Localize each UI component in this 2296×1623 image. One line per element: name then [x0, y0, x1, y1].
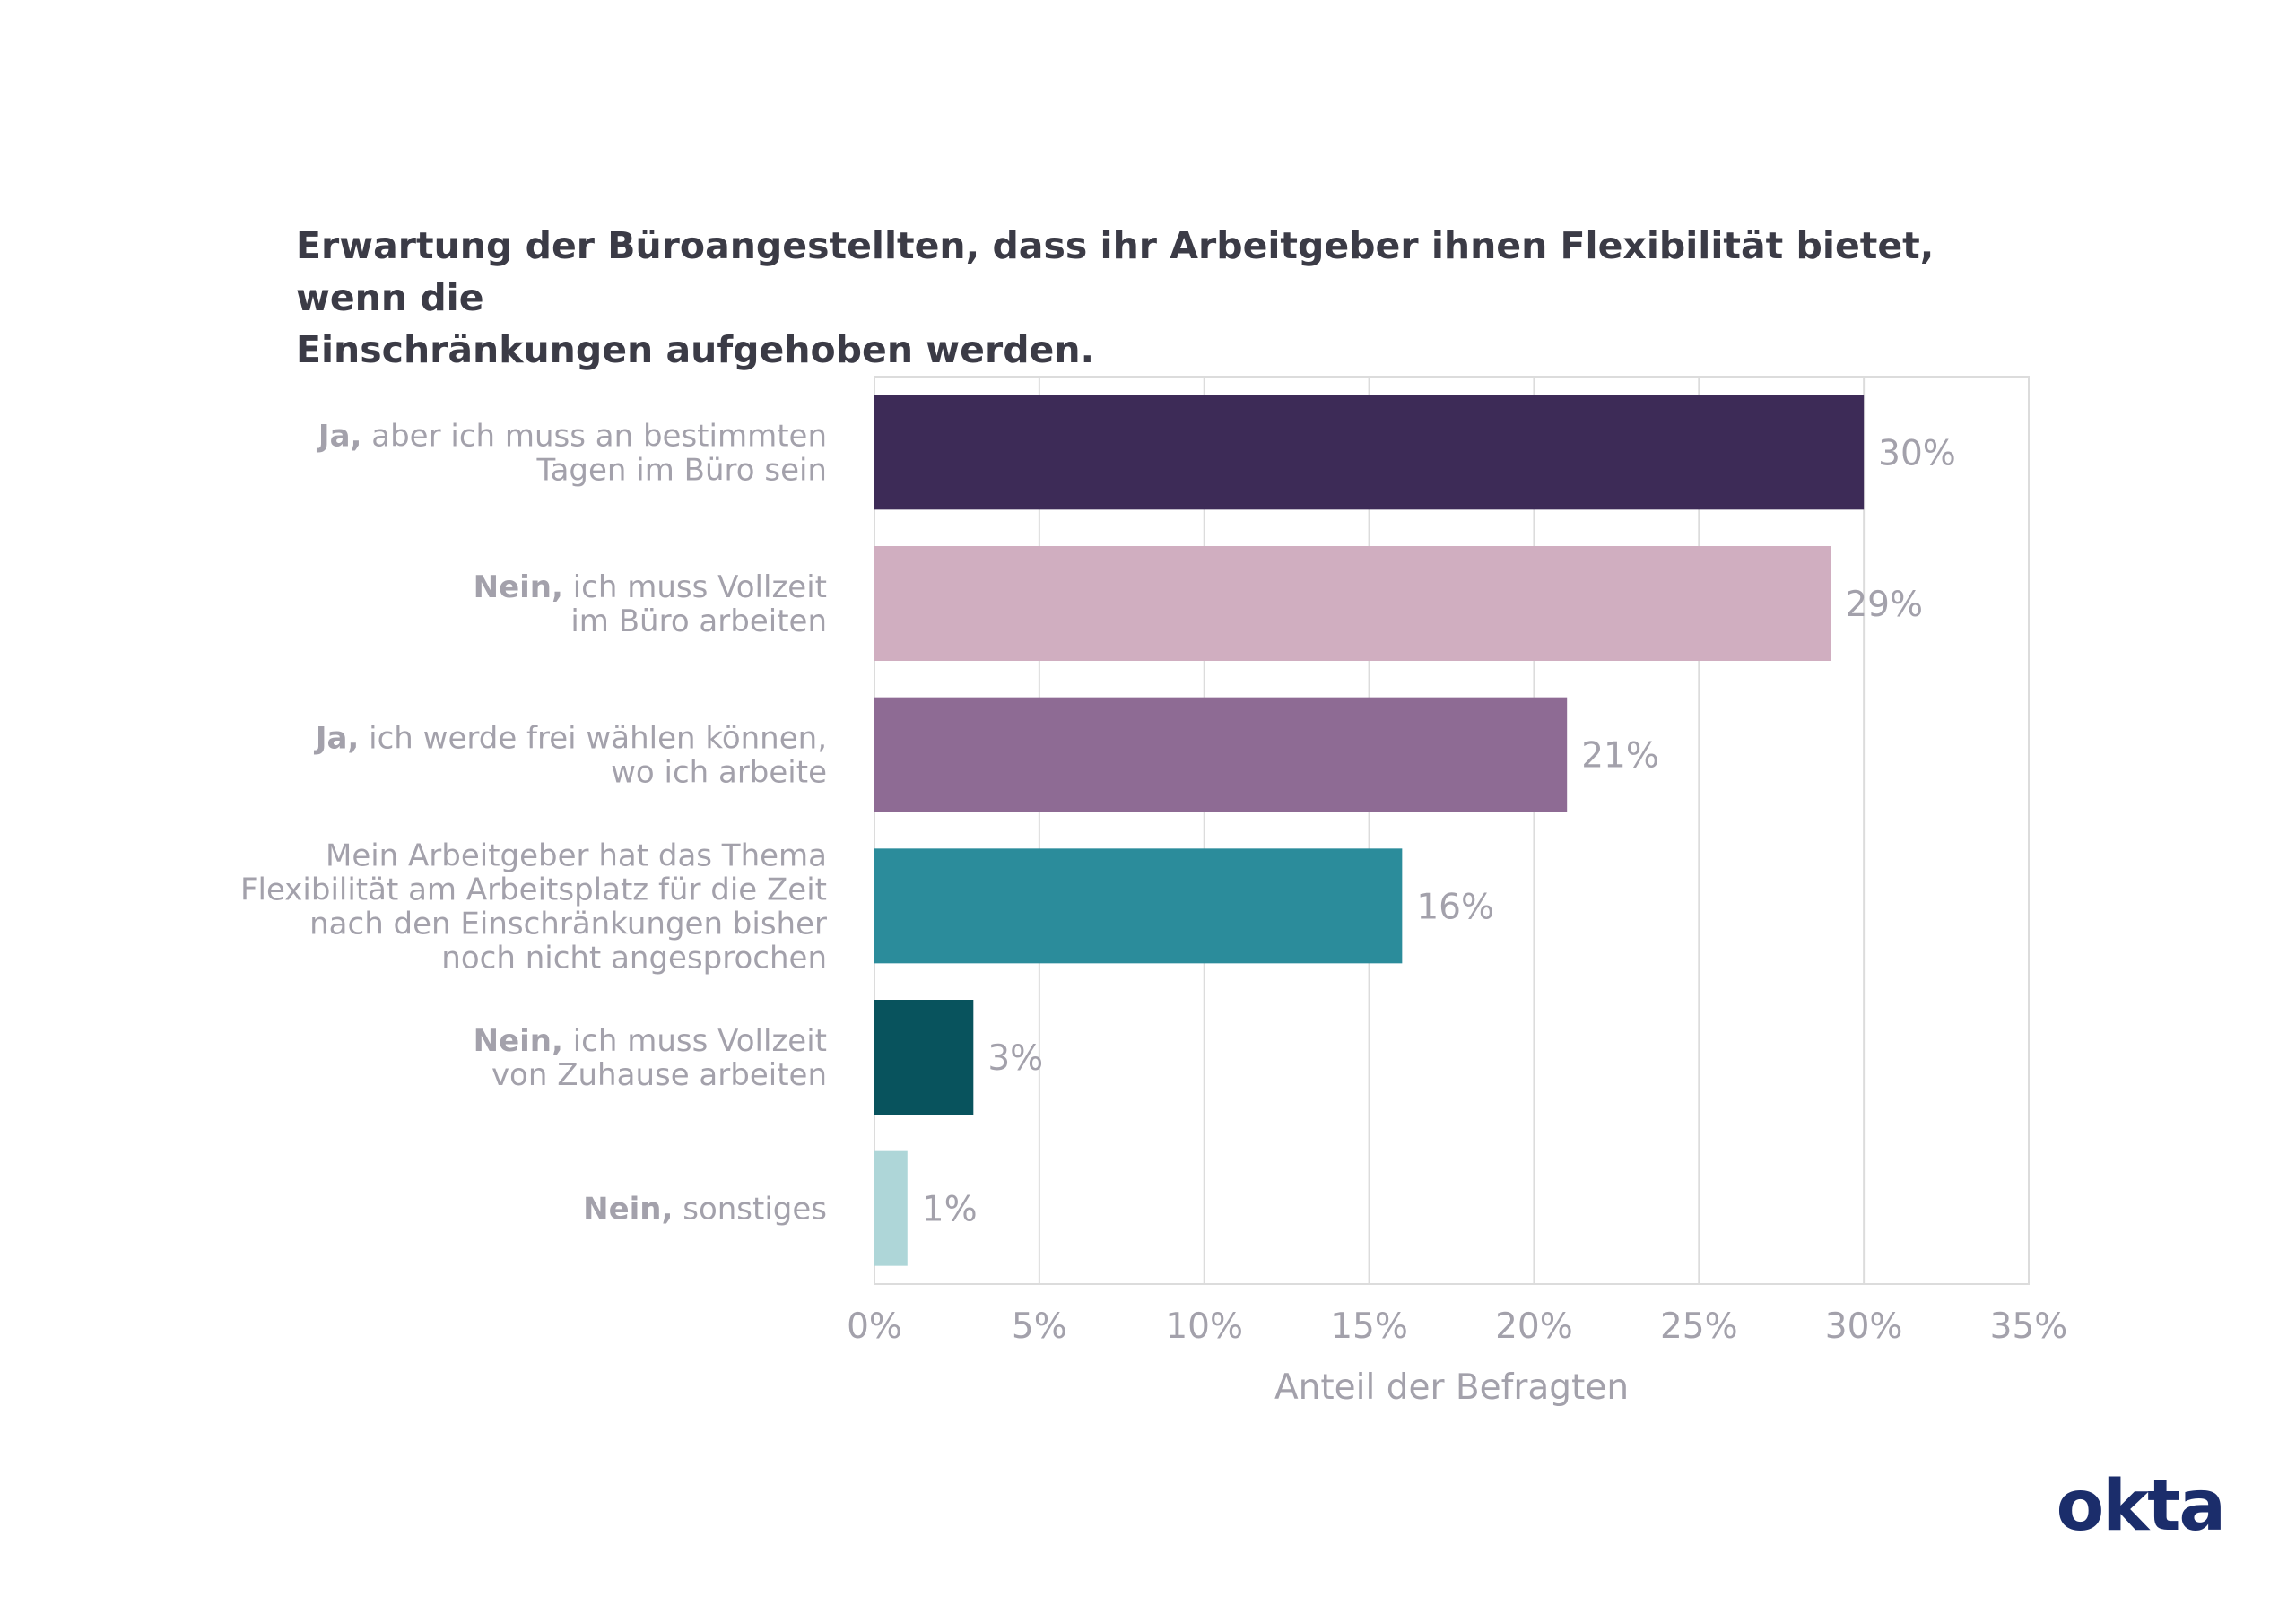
category-label-text: Flexibilität am Arbeitsplatz für die Zei…	[240, 872, 827, 907]
category-label: Mein Arbeitgeber hat das Thema	[326, 838, 827, 873]
category-label-text: von Zuhause arbeiten	[491, 1057, 827, 1093]
chart-title: Erwartung der Büroangestellten, dass ihr…	[296, 220, 2045, 376]
category-label: Nein, ich muss Vollzeit	[474, 1023, 827, 1059]
category-label-emphasis: Nein,	[474, 569, 563, 605]
x-axis-title: Anteil der Befragten	[1274, 1367, 1629, 1408]
chart-title-line-2: Einschränkungen aufgehoben werden.	[296, 328, 1095, 371]
category-label: wo ich arbeite	[611, 755, 827, 791]
x-tick-label: 25%	[1660, 1306, 1738, 1347]
bar	[874, 697, 1568, 812]
plot-frame	[874, 376, 2030, 1285]
category-label-text: noch nicht angesprochen	[441, 940, 827, 976]
category-label: im Büro arbeiten	[570, 603, 827, 639]
category-label-text: ich muss Vollzeit	[563, 1023, 827, 1059]
category-label-text: nach den Einschränkungen bisher	[309, 906, 827, 942]
category-label: von Zuhause arbeiten	[491, 1057, 827, 1093]
x-tick-label: 20%	[1495, 1306, 1573, 1347]
data-label: 21%	[1581, 736, 1659, 777]
bar	[874, 1150, 908, 1266]
category-label: Nein, ich muss Vollzeit	[474, 569, 827, 605]
category-label-emphasis: Ja,	[314, 721, 360, 757]
category-label: noch nicht angesprochen	[441, 940, 827, 976]
category-label-text: ich werde frei wählen können,	[359, 721, 827, 757]
chart-title-line-1: Erwartung der Büroangestellten, dass ihr…	[296, 224, 1935, 319]
category-label-text: sonstiges	[673, 1192, 827, 1228]
category-label-text: ich muss Vollzeit	[563, 569, 827, 605]
category-label: Flexibilität am Arbeitsplatz für die Zei…	[240, 872, 827, 907]
category-label-text: Tagen im Büro sein	[535, 452, 827, 488]
data-label: 16%	[1416, 887, 1494, 927]
data-label: 29%	[1845, 585, 1923, 625]
category-label-emphasis: Ja,	[317, 418, 362, 454]
category-label-text: wo ich arbeite	[611, 755, 827, 791]
x-tick-label: 5%	[1012, 1306, 1067, 1347]
okta-logo: okta	[2056, 1466, 2226, 1547]
x-tick-label: 30%	[1825, 1306, 1903, 1347]
category-label: Ja, aber ich muss an bestimmten	[317, 418, 827, 454]
category-label-emphasis: Nein,	[583, 1192, 673, 1228]
category-label: Ja, ich werde frei wählen können,	[314, 721, 827, 757]
x-tick-label: 0%	[847, 1306, 902, 1347]
category-label: Tagen im Büro sein	[535, 452, 827, 488]
category-label-text: aber ich muss an bestimmten	[361, 418, 827, 454]
x-tick-label: 10%	[1165, 1306, 1243, 1347]
category-label-text: im Büro arbeiten	[570, 603, 827, 639]
category-label-text: Mein Arbeitgeber hat das Thema	[326, 838, 827, 873]
bar	[874, 546, 1831, 661]
bar	[874, 848, 1403, 964]
bar	[874, 1000, 974, 1115]
data-label: 30%	[1878, 433, 1956, 473]
x-tick-label: 35%	[1990, 1306, 2068, 1347]
bar	[874, 395, 1865, 510]
data-label: 1%	[922, 1190, 978, 1230]
category-label-emphasis: Nein,	[474, 1023, 563, 1059]
category-label: nach den Einschränkungen bisher	[309, 906, 827, 942]
x-tick-label: 15%	[1330, 1306, 1408, 1347]
category-label: Nein, sonstiges	[583, 1192, 827, 1228]
data-label: 3%	[987, 1038, 1043, 1079]
